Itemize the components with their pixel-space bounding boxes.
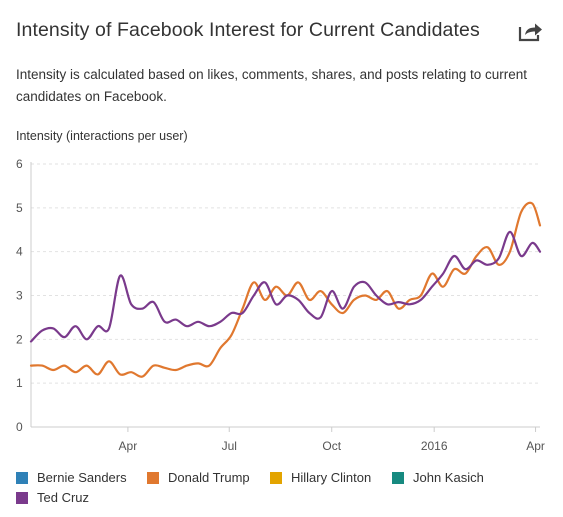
y-tick-label-0: 0 xyxy=(16,420,23,434)
y-tick-label-5: 5 xyxy=(16,201,23,215)
legend-label-bernie-sanders: Bernie Sanders xyxy=(37,470,127,485)
legend-item-john-kasich[interactable]: John Kasich xyxy=(392,470,484,485)
legend-item-hillary-clinton[interactable]: Hillary Clinton xyxy=(270,470,371,485)
x-tick-label-3: 2016 xyxy=(421,439,448,453)
legend-swatch-donald-trump xyxy=(147,471,159,484)
series-line-ted-cruz xyxy=(29,230,542,343)
x-tick-label-0: Apr xyxy=(119,439,138,453)
legend-swatch-ted-cruz xyxy=(16,491,28,504)
y-axis-label: Intensity (interactions per user) xyxy=(16,129,188,143)
x-tick-label-4: Apr xyxy=(526,439,545,453)
chart-subtitle: Intensity is calculated based on likes, … xyxy=(16,67,528,104)
x-tick-label-2: Oct xyxy=(322,439,341,453)
legend-swatch-hillary-clinton xyxy=(270,471,282,484)
y-tick-label-1: 1 xyxy=(16,376,23,390)
share-icon[interactable] xyxy=(518,20,544,42)
chart-title: Intensity of Facebook Interest for Curre… xyxy=(16,19,480,41)
legend-item-ted-cruz[interactable]: Ted Cruz xyxy=(16,490,89,505)
series-line-donald-trump xyxy=(29,201,542,378)
y-tick-label-4: 4 xyxy=(16,245,23,259)
line-chart: 0 1 2 3 4 5 6 Apr Jul Oct 2016 Apr xyxy=(16,157,545,453)
legend-item-donald-trump[interactable]: Donald Trump xyxy=(147,470,250,485)
y-tick-label-2: 2 xyxy=(16,332,23,346)
legend-swatch-bernie-sanders xyxy=(16,471,28,484)
legend-label-john-kasich: John Kasich xyxy=(413,470,484,485)
legend-item-bernie-sanders[interactable]: Bernie Sanders xyxy=(16,470,127,485)
legend-label-hillary-clinton: Hillary Clinton xyxy=(291,470,372,485)
x-tick-label-1: Jul xyxy=(222,439,237,453)
legend-label-ted-cruz: Ted Cruz xyxy=(37,490,90,505)
legend-swatch-john-kasich xyxy=(392,471,404,484)
legend-label-donald-trump: Donald Trump xyxy=(168,470,250,485)
y-tick-label-6: 6 xyxy=(16,157,23,171)
y-tick-label-3: 3 xyxy=(16,289,23,303)
